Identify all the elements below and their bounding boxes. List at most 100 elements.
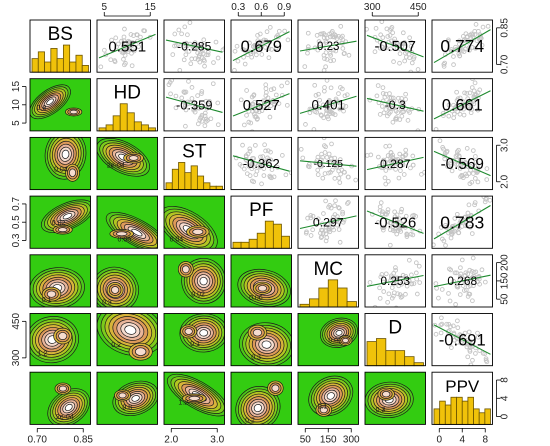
correlation-value: 0.774 xyxy=(440,36,484,56)
scatter-point xyxy=(462,214,468,220)
scatter-point xyxy=(465,96,471,101)
panel-r4-c3: 0.06 xyxy=(230,254,292,308)
scatter-point xyxy=(393,267,399,273)
scatter-point xyxy=(484,177,490,182)
scatter-point xyxy=(439,315,444,321)
left-axis-PF: 0.3 0.5 0.7 xyxy=(11,197,27,247)
scatter-point xyxy=(323,231,329,237)
scatter-point xyxy=(413,260,419,266)
scatter-point xyxy=(253,172,259,178)
scatter-point xyxy=(409,281,415,287)
tick-label: 3.0 xyxy=(210,434,224,445)
histogram-bar xyxy=(184,172,192,190)
correlation-value: -0.125 xyxy=(314,159,344,170)
scatter-point xyxy=(265,95,271,101)
scatter-point xyxy=(462,330,468,336)
scatter-point xyxy=(466,329,472,335)
tick-label: 0.70 xyxy=(500,54,511,74)
correlation-value: -0.362 xyxy=(243,156,280,171)
scatter-point xyxy=(391,281,397,287)
scatter-point xyxy=(195,93,200,98)
scatter-point xyxy=(478,163,484,169)
scatter-point xyxy=(365,282,366,286)
scatter-point xyxy=(481,196,487,200)
panel-frame xyxy=(96,254,158,308)
scatter-point xyxy=(337,157,343,162)
scatter-point xyxy=(468,224,473,230)
histogram-bar xyxy=(232,241,242,249)
scatter-point xyxy=(457,38,462,44)
scatter-point xyxy=(342,170,347,175)
scatter-point xyxy=(282,28,288,34)
panel-frame xyxy=(364,19,426,73)
tick-label: 300 xyxy=(343,434,360,445)
scatter-point xyxy=(232,68,237,73)
scatter-point xyxy=(249,54,255,60)
scatter-point xyxy=(465,337,471,343)
tick-label: 450 xyxy=(410,2,427,13)
scatter-point xyxy=(322,85,327,90)
top-axis-HD: 5 15 xyxy=(101,2,156,17)
histogram-bar xyxy=(240,241,250,249)
scatter-point xyxy=(406,257,412,263)
scatter-point xyxy=(394,39,400,45)
panel-r5-c5: D xyxy=(364,313,426,367)
scatter-point xyxy=(383,168,389,173)
histogram-bar xyxy=(62,44,71,73)
scatter-point xyxy=(458,271,464,277)
contour-label: 0.02 xyxy=(52,220,66,227)
scatter-point xyxy=(454,270,460,276)
scatter-point xyxy=(382,175,388,181)
panel-frame xyxy=(96,313,158,367)
variable-label: BS xyxy=(48,24,73,45)
scatter-point xyxy=(333,190,337,194)
scatter-point xyxy=(179,95,185,101)
scatter-point xyxy=(331,47,336,53)
panel-frame xyxy=(364,136,426,191)
panel-frame xyxy=(297,78,359,132)
panel-r1-c2: -0.359 xyxy=(163,78,225,132)
scatter-point xyxy=(183,52,189,58)
correlation-value: 0.661 xyxy=(442,96,483,114)
scatter-point xyxy=(204,52,209,58)
scatter-point xyxy=(318,31,323,37)
scatter-point xyxy=(399,113,405,119)
scatter-points xyxy=(238,80,290,131)
scatter-point xyxy=(192,40,198,46)
scatter-point xyxy=(462,90,467,96)
scatter-point xyxy=(331,57,337,63)
density-contour xyxy=(61,149,70,159)
scatter-point xyxy=(320,154,325,160)
scatter-point xyxy=(441,146,446,152)
scatter-point xyxy=(448,235,454,241)
scatter-point xyxy=(327,160,332,166)
scatter-point xyxy=(341,108,346,114)
scatter-point xyxy=(326,151,332,157)
scatter-point xyxy=(170,52,176,57)
tick-label: 300 xyxy=(364,2,381,13)
left-axis-HD: 5 10 15 xyxy=(11,81,27,126)
scatter-point xyxy=(186,78,191,84)
scatter-point xyxy=(457,111,463,117)
contour-label: 0.8 xyxy=(37,105,47,112)
scatter-point xyxy=(439,287,445,292)
scatter-point xyxy=(334,164,339,170)
tick-label: 0.5 xyxy=(11,215,22,229)
scatter-point xyxy=(345,200,351,205)
panel-r4-c5: 0.253 xyxy=(364,254,426,308)
density-contour xyxy=(319,406,328,414)
scatter-point xyxy=(443,243,448,248)
scatter-point xyxy=(458,332,464,338)
panel-frame xyxy=(297,195,359,249)
scatter-point xyxy=(437,138,443,144)
scatter-point xyxy=(472,32,478,37)
scatter-point xyxy=(267,25,273,30)
scatter-point xyxy=(479,42,485,48)
scatter-point xyxy=(397,51,403,56)
scatter-point xyxy=(385,34,391,39)
scatter-point xyxy=(330,28,335,34)
scatter-point xyxy=(471,88,477,94)
contour-label: 0.3 xyxy=(102,300,112,307)
panel-r2-c5: 0.287 xyxy=(364,136,426,191)
